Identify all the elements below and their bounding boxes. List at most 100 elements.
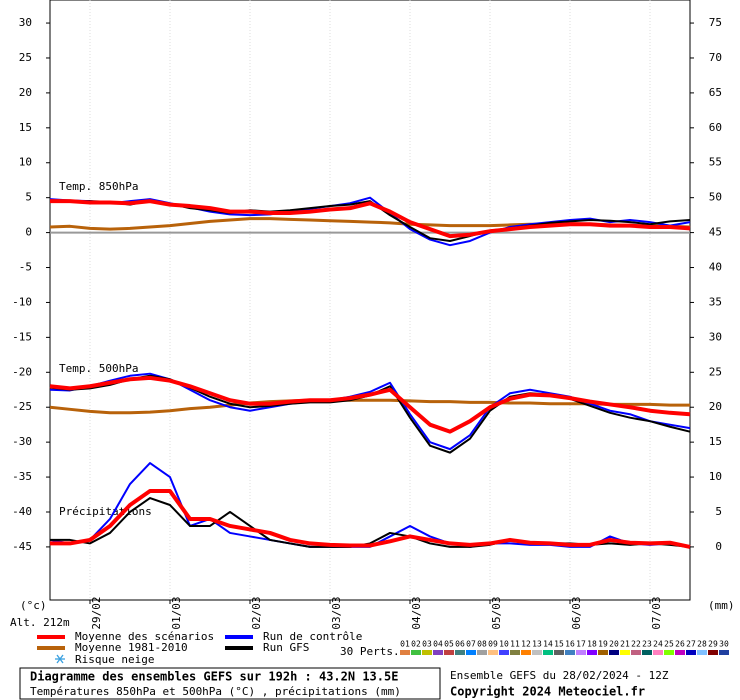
pert-label: 29 — [708, 640, 718, 649]
pert-swatch — [411, 650, 421, 655]
pert-swatch — [554, 650, 564, 655]
pert-swatch — [719, 650, 729, 655]
y-tick-label: -10 — [12, 295, 32, 308]
pert-label: 02 — [411, 640, 421, 649]
pert-swatch — [455, 650, 465, 655]
pert-label: 05 — [444, 640, 454, 649]
pert-swatch — [543, 650, 553, 655]
pert-label: 16 — [565, 640, 575, 649]
y2-tick-label: 75 — [709, 16, 722, 29]
y2-tick-label: 10 — [709, 470, 722, 483]
pert-label: 07 — [466, 640, 476, 649]
pert-swatch — [697, 650, 707, 655]
pert-label: 27 — [686, 640, 696, 649]
copyright: Copyright 2024 Meteociel.fr — [450, 685, 645, 699]
legend-label: Moyenne des scénarios — [75, 630, 214, 643]
snow-icon — [55, 654, 65, 664]
pert-label: 23 — [642, 640, 652, 649]
pert-label: 28 — [697, 640, 707, 649]
pert-swatch — [686, 650, 696, 655]
pert-swatch — [708, 650, 718, 655]
pert-label: 13 — [532, 640, 542, 649]
pert-swatch — [444, 650, 454, 655]
y-tick-label: -20 — [12, 365, 32, 378]
x-tick-label: 06/03 — [570, 596, 583, 629]
pert-label: 14 — [543, 640, 553, 649]
pert-label: 06 — [455, 640, 465, 649]
pert-swatch — [510, 650, 520, 655]
pert-swatch — [477, 650, 487, 655]
pert-swatch — [675, 650, 685, 655]
x-tick-label: 03/03 — [330, 596, 343, 629]
pert-swatch — [532, 650, 542, 655]
altitude: Alt. 212m — [10, 616, 70, 629]
pert-label: 04 — [433, 640, 443, 649]
pert-swatch — [620, 650, 630, 655]
y-tick-label: -35 — [12, 470, 32, 483]
y-tick-label: -40 — [12, 505, 32, 518]
y-tick-label: 15 — [19, 121, 32, 134]
run-info: Ensemble GEFS du 28/02/2024 - 12Z — [450, 669, 669, 682]
y2-tick-label: 45 — [709, 226, 722, 239]
pert-swatch — [422, 650, 432, 655]
y-tick-label: 25 — [19, 51, 32, 64]
group-label: Temp. 500hPa — [59, 362, 138, 375]
pert-swatch — [400, 650, 410, 655]
pert-swatch — [653, 650, 663, 655]
pert-swatch — [565, 650, 575, 655]
perts-label: 30 Perts. — [340, 645, 400, 658]
footer-box — [19, 667, 441, 700]
y-tick-label: -30 — [12, 435, 32, 448]
y-tick-label: -5 — [19, 261, 32, 274]
pert-swatch — [598, 650, 608, 655]
pert-swatch — [631, 650, 641, 655]
y-tick-label: -45 — [12, 540, 32, 553]
y-axis-label: (°c) — [20, 599, 47, 612]
y-tick-label: 0 — [25, 226, 32, 239]
series-line-mean — [50, 489, 691, 549]
pert-label: 30 — [719, 640, 729, 649]
pert-label: 18 — [587, 640, 597, 649]
pert-label: 26 — [675, 640, 685, 649]
x-tick-label: 29/02 — [90, 596, 103, 629]
y-tick-label: 20 — [19, 86, 32, 99]
y2-tick-label: 40 — [709, 261, 722, 274]
legend-label: Run GFS — [263, 641, 309, 654]
x-tick-label: 04/03 — [410, 596, 423, 629]
y-tick-label: -25 — [12, 400, 32, 413]
pert-label: 24 — [653, 640, 663, 649]
pert-swatch — [609, 650, 619, 655]
y2-tick-label: 55 — [709, 156, 722, 169]
y2-tick-label: 50 — [709, 191, 722, 204]
pert-swatch — [488, 650, 498, 655]
pert-label: 08 — [477, 640, 487, 649]
pert-label: 03 — [422, 640, 432, 649]
pert-label: 11 — [510, 640, 520, 649]
pert-label: 12 — [521, 640, 531, 649]
y2-axis-label: (mm) — [708, 599, 735, 612]
x-tick-label: 02/03 — [250, 596, 263, 629]
pert-swatch — [466, 650, 476, 655]
x-tick-label: 01/03 — [170, 596, 183, 629]
pert-label: 10 — [499, 640, 509, 649]
pert-label: 20 — [609, 640, 619, 649]
y2-tick-label: 65 — [709, 86, 722, 99]
legend-label: Run de contrôle — [263, 630, 362, 643]
y2-tick-label: 20 — [709, 400, 722, 413]
x-tick-label: 05/03 — [490, 596, 503, 629]
y2-tick-label: 5 — [715, 505, 722, 518]
pert-swatch — [521, 650, 531, 655]
pert-swatch — [576, 650, 586, 655]
y2-tick-label: 60 — [709, 121, 722, 134]
pert-swatch — [664, 650, 674, 655]
footer-subtitle: Températures 850hPa et 500hPa (°C) , pré… — [30, 685, 401, 698]
pert-label: 19 — [598, 640, 608, 649]
pert-label: 21 — [620, 640, 630, 649]
pert-label: 22 — [631, 640, 641, 649]
y-tick-label: 30 — [19, 16, 32, 29]
y2-tick-label: 70 — [709, 51, 722, 64]
y2-tick-label: 35 — [709, 295, 722, 308]
y2-tick-label: 0 — [715, 540, 722, 553]
pert-label: 25 — [664, 640, 674, 649]
